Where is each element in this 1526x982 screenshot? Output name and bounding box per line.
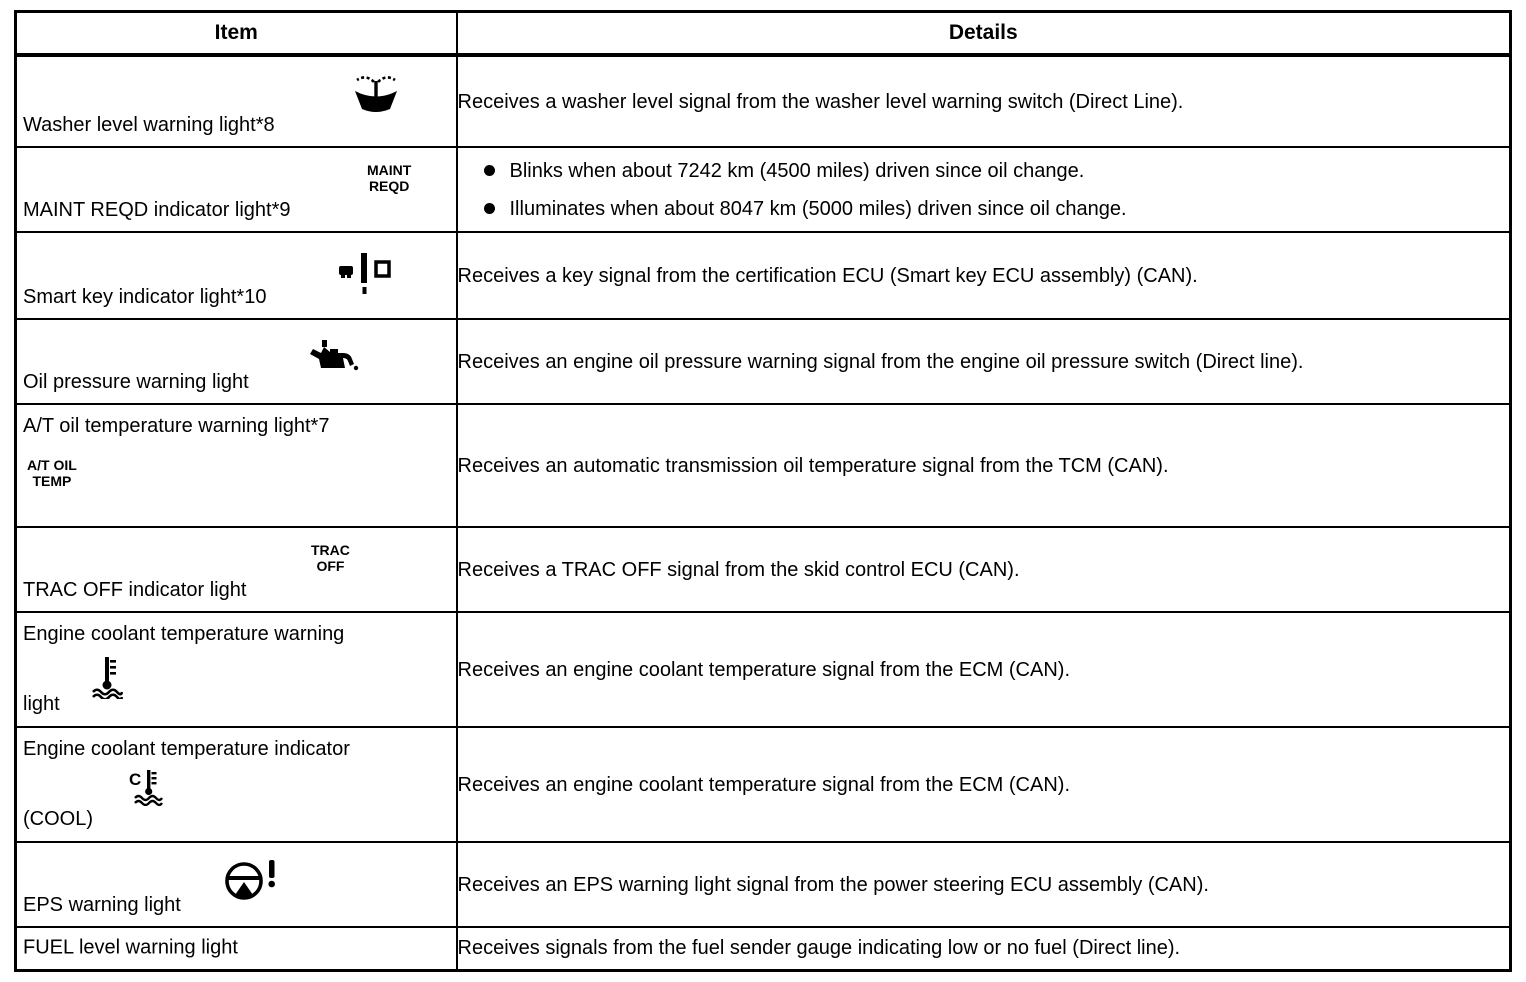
details-text: Receives a key signal from the certifica… [457,264,1198,287]
oil-pressure-warning-icon [307,338,359,374]
table-row: Engine coolant temperature indicator C (… [14,726,1512,843]
item-cell-oil-pressure: Oil pressure warning light [14,318,458,405]
trac-off-indicator-icon: TRAC OFF [311,542,350,574]
details-cell: Receives an engine coolant temperature s… [455,726,1512,843]
table-row: EPS warning light Receives an EPS warnin… [14,841,1512,928]
item-label-line2: (COOL) [23,808,93,830]
item-label: Smart key indicator light*10 [23,286,267,308]
details-cell: Receives an engine oil pressure warning … [455,318,1512,405]
item-cell-coolant-indicator: Engine coolant temperature indicator C (… [14,726,458,843]
details-text: Receives an engine oil pressure warning … [457,350,1304,373]
details-cell: Blinks when about 7242 km (4500 miles) d… [455,146,1512,233]
engine-coolant-temp-cool-icon: C [127,768,167,807]
details-cell: Receives a washer level signal from the … [455,54,1512,148]
bullet-icon [483,165,495,176]
item-cell-maint-reqd: MAINT REQD indicator light*9 MAINT REQD [14,146,458,233]
item-label: Washer level warning light*8 [23,114,275,136]
at-oil-temp-icon-line2: TEMP [32,473,72,489]
trac-off-icon-line2: OFF [316,558,345,574]
item-label: MAINT REQD indicator light*9 [23,199,291,221]
item-label: Engine coolant temperature warning [23,623,345,645]
washer-level-warning-icon [353,73,399,117]
trac-off-icon-line1: TRAC [311,542,350,558]
details-cell: Receives an engine coolant temperature s… [455,611,1512,728]
item-column-header: Item [14,10,458,57]
item-label: A/T oil temperature warning light*7 [23,415,330,437]
details-column-header: Details [455,10,1512,57]
header-row: Item Details [14,10,1512,57]
engine-coolant-temp-warning-icon [91,655,124,701]
details-bullet-list: Blinks when about 7242 km (4500 miles) d… [458,156,1510,224]
details-cell: Receives signals from the fuel sender ga… [455,926,1512,971]
details-cell: Receives a key signal from the certifica… [455,231,1512,320]
smart-key-indicator-icon [337,251,393,297]
details-text: Receives a washer level signal from the … [457,90,1184,113]
table-row: Washer level warning light*8 Receives a … [14,54,1512,148]
table-row: A/T oil temperature warning light*7 A/T … [14,403,1512,528]
item-label: Oil pressure warning light [23,371,249,393]
item-label: Engine coolant temperature indicator [23,738,350,760]
item-label: EPS warning light [23,894,181,916]
item-cell-smart-key: Smart key indicator light*10 [14,231,458,320]
item-label-line2: light [23,693,60,715]
cool-icon-letter: C [129,770,141,789]
warning-lights-table: Item Details Washer level warning light*… [14,10,1512,972]
details-text: Receives an EPS warning light signal fro… [457,873,1209,896]
maint-reqd-icon: MAINT REQD [367,162,411,194]
table-row: Oil pressure warning light Receives an e… [14,318,1512,405]
item-label: TRAC OFF indicator light [23,579,247,601]
table-row: Engine coolant temperature warning light [14,611,1512,728]
details-cell: Receives an EPS warning light signal fro… [455,841,1512,928]
details-text: Receives an automatic transmission oil t… [457,454,1169,477]
details-cell: Receives a TRAC OFF signal from the skid… [455,526,1512,613]
details-text: Receives signals from the fuel sender ga… [457,937,1181,960]
maint-reqd-icon-line1: MAINT [367,162,412,178]
at-oil-temp-icon-line1: A/T OIL [27,457,77,473]
table-row: Smart key indicator light*10 Receives a … [14,231,1512,320]
at-oil-temp-warning-icon: A/T OIL TEMP [27,457,77,489]
details-cell: Receives an automatic transmission oil t… [455,403,1512,528]
table-row: FUEL level warning light Receives signal… [14,926,1512,971]
details-text: Receives a TRAC OFF signal from the skid… [457,558,1020,581]
item-cell-at-oil-temp: A/T oil temperature warning light*7 A/T … [14,403,458,528]
bullet-icon [483,203,495,214]
bullet-text: Illuminates when about 8047 km (5000 mil… [509,197,1127,220]
item-cell-trac-off: TRAC OFF indicator light TRAC OFF [14,526,458,613]
item-cell-fuel: FUEL level warning light [14,926,458,971]
item-label: FUEL level warning light [23,936,238,959]
details-text: Receives an engine coolant temperature s… [457,658,1071,681]
bullet-text: Blinks when about 7242 km (4500 miles) d… [509,159,1085,182]
item-cell-coolant-warning: Engine coolant temperature warning light [14,611,458,728]
item-cell-washer: Washer level warning light*8 [14,54,458,148]
eps-warning-icon [223,853,281,907]
bullet-item: Illuminates when about 8047 km (5000 mil… [483,194,1510,224]
details-text: Receives an engine coolant temperature s… [457,773,1071,796]
item-cell-eps: EPS warning light [14,841,458,928]
table-row: TRAC OFF indicator light TRAC OFF Receiv… [14,526,1512,613]
maint-reqd-icon-line2: REQD [368,178,410,194]
bullet-item: Blinks when about 7242 km (4500 miles) d… [483,156,1510,186]
table-row: MAINT REQD indicator light*9 MAINT REQD … [14,146,1512,233]
